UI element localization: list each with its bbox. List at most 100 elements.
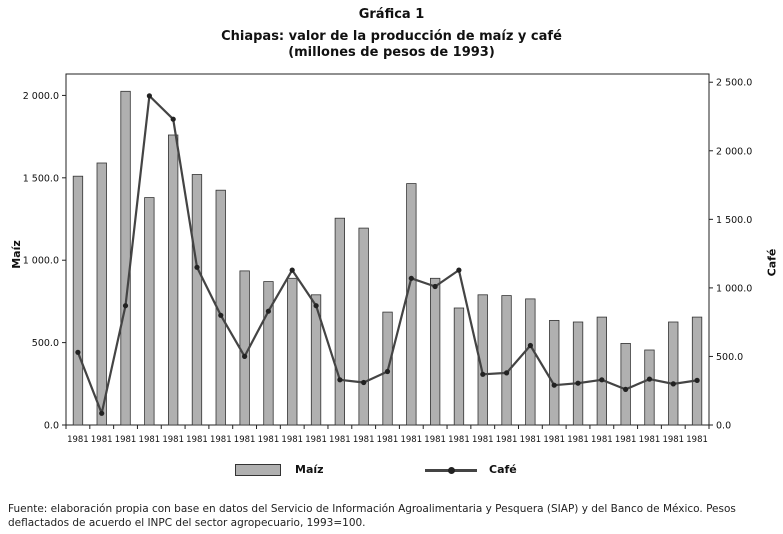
point-cafe	[242, 353, 248, 359]
point-cafe	[170, 116, 176, 122]
point-cafe	[599, 377, 605, 383]
point-cafe	[670, 381, 676, 387]
bar-maiz	[477, 294, 488, 426]
x-tick-label: 1981	[115, 435, 137, 445]
bar-maiz	[96, 162, 107, 426]
bar-maiz	[167, 134, 179, 426]
bar-maiz	[334, 217, 346, 426]
bar-maiz	[549, 319, 560, 426]
bar-maiz	[525, 298, 536, 426]
bar-maiz	[596, 316, 607, 426]
x-tick-label: 1981	[353, 435, 375, 445]
bar-maiz	[644, 349, 655, 426]
bar-maiz	[310, 294, 322, 426]
point-cafe	[575, 380, 581, 386]
y-left-tick-label: 2 000.0	[23, 91, 59, 102]
figure-label: Gráfica 1	[358, 7, 425, 22]
x-tick-label: 1981	[472, 435, 494, 445]
point-cafe	[194, 264, 200, 270]
x-tick-label: 1981	[662, 435, 684, 445]
point-cafe	[480, 371, 486, 377]
point-cafe	[432, 283, 438, 290]
y-right-tick-label: 1 500.0	[716, 215, 752, 226]
point-cafe	[122, 303, 129, 309]
legend-item-cafe: Café	[425, 463, 517, 476]
point-cafe	[623, 386, 629, 392]
x-tick-label: 1981	[305, 435, 327, 445]
bar-maiz	[406, 183, 417, 426]
x-tick-label: 1981	[210, 435, 232, 445]
legend-bar-swatch	[235, 464, 281, 476]
source-note: Fuente: elaboración propia con base en d…	[8, 503, 736, 529]
x-tick-label: 1981	[567, 435, 589, 445]
x-tick-label: 1981	[67, 435, 89, 445]
x-tick-label: 1981	[448, 435, 470, 445]
y-axis-left-label: Maíz	[9, 240, 23, 269]
x-tick-label: 1981	[186, 435, 208, 445]
legend-item-maiz: Maíz	[235, 463, 324, 476]
bar-maiz	[144, 197, 155, 426]
y-axis-right-label: Café	[765, 248, 779, 277]
point-cafe	[99, 410, 105, 416]
x-tick-label: 1981	[281, 435, 303, 445]
x-tick-label: 1981	[639, 435, 661, 445]
x-tick-label: 1981	[615, 435, 637, 445]
x-tick-label: 1981	[91, 435, 113, 445]
x-tick-label: 1981	[424, 435, 446, 445]
point-cafe	[456, 267, 462, 273]
bar-maiz	[572, 321, 584, 426]
legend-label-maiz: Maíz	[295, 463, 324, 476]
y-right-tick-label: 1 000.0	[716, 283, 752, 294]
bar-maiz	[691, 316, 703, 426]
legend-line-swatch	[425, 465, 477, 475]
point-cafe	[646, 376, 653, 382]
y-right-tick-label: 500.0	[716, 352, 743, 363]
x-tick-label: 1981	[591, 435, 613, 445]
x-tick-label: 1981	[496, 435, 518, 445]
bar-maiz	[620, 342, 631, 426]
bar-maiz	[191, 174, 203, 426]
y-left-tick-label: 500.0	[32, 338, 59, 349]
y-right-tick-label: 0.0	[716, 421, 731, 432]
x-tick-label: 1981	[686, 435, 708, 445]
x-tick-label: 1981	[329, 435, 351, 445]
chart-subtitle: (millones de pesos de 1993)	[288, 45, 495, 60]
bar-maiz	[120, 90, 131, 426]
point-cafe	[218, 312, 224, 318]
point-cafe	[75, 349, 81, 355]
bar-maiz	[668, 321, 679, 426]
x-tick-label: 1981	[258, 435, 280, 445]
point-cafe	[527, 342, 534, 349]
point-cafe	[337, 377, 343, 383]
point-cafe	[384, 368, 391, 375]
bar-maiz	[358, 227, 369, 426]
x-tick-label: 1981	[162, 435, 184, 445]
point-cafe	[313, 303, 319, 309]
point-cafe	[146, 93, 152, 99]
y-left-tick-label: 1 000.0	[23, 256, 59, 267]
point-cafe	[551, 382, 557, 388]
x-tick-label: 1981	[234, 435, 256, 445]
y-left-tick-label: 0.0	[44, 421, 59, 432]
y-right-tick-label: 2 000.0	[716, 146, 752, 157]
bar-maiz	[501, 295, 512, 426]
point-cafe	[361, 379, 367, 386]
point-cafe	[289, 267, 295, 273]
point-cafe	[265, 308, 271, 314]
point-cafe	[504, 370, 510, 376]
bar-maiz	[429, 277, 441, 426]
bar-maiz	[287, 277, 298, 426]
x-tick-label: 1981	[543, 435, 565, 445]
bar-maiz	[263, 281, 274, 426]
bar-maiz	[72, 175, 84, 426]
point-cafe	[694, 377, 700, 383]
y-left-tick-label: 1 500.0	[23, 173, 59, 184]
legend-label-cafe: Café	[489, 463, 517, 476]
x-tick-label: 1981	[400, 435, 422, 445]
chart-title: Chiapas: valor de la producción de maíz …	[221, 29, 562, 44]
x-tick-label: 1981	[520, 435, 542, 445]
point-cafe	[408, 275, 414, 281]
x-tick-label: 1981	[139, 435, 161, 445]
bar-maiz	[453, 307, 465, 426]
